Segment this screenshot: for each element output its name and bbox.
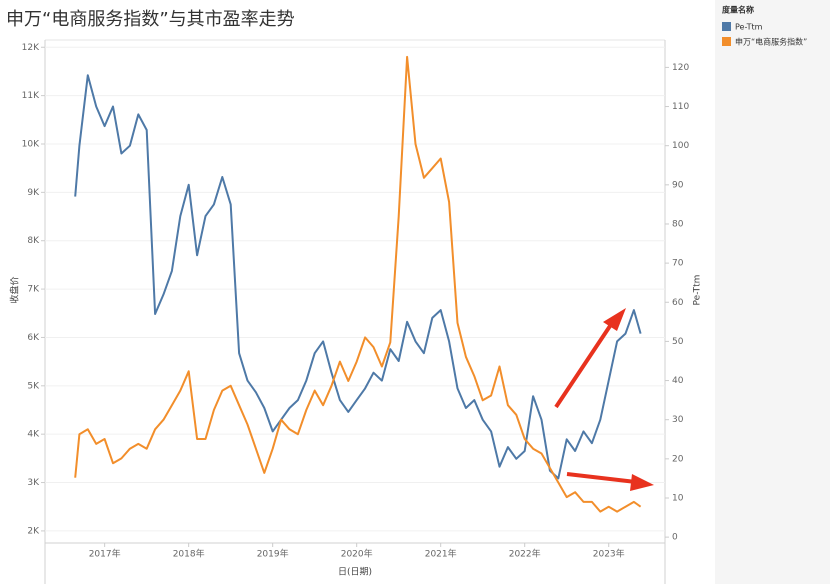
y-tick-label: 3K: [27, 478, 40, 488]
legend-swatch: [722, 37, 731, 46]
y-tick-label: 8K: [27, 236, 40, 246]
x-axis-title: 日(日期): [338, 567, 372, 578]
y2-tick-label: 100: [672, 141, 689, 151]
x-tick-label: 2021年: [425, 548, 457, 560]
annotation-arrow: [554, 308, 654, 491]
y-tick-label: 5K: [27, 381, 40, 391]
y-tick-label: 7K: [27, 285, 40, 295]
y2-tick-label: 80: [672, 219, 684, 229]
y2-tick-label: 120: [672, 63, 689, 73]
x-tick-label: 2022年: [509, 548, 541, 560]
y2-tick-label: 0: [672, 533, 678, 543]
y2-axis-title: Pe-Ttm: [693, 275, 703, 306]
y-axis-title: 收盘价: [9, 276, 21, 303]
x-tick-label: 2017年: [89, 548, 121, 560]
y2-tick-label: 50: [672, 337, 684, 347]
y2-tick-label: 20: [672, 454, 684, 464]
series-line: [74, 55, 642, 513]
y-tick-label: 9K: [27, 188, 40, 198]
plot: [45, 46, 665, 532]
y2-tick-label: 60: [672, 298, 684, 308]
x-tick-label: 2020年: [341, 548, 373, 560]
x-tick-label: 2019年: [257, 548, 289, 560]
y2-tick-label: 40: [672, 376, 684, 386]
x-tick-label: 2018年: [173, 548, 205, 560]
legend-panel: [715, 0, 830, 584]
y2-tick-label: 110: [672, 102, 689, 112]
y-tick-label: 12K: [22, 43, 40, 53]
y2-tick-label: 10: [672, 493, 684, 503]
legend-label: Pe-Ttm: [735, 23, 763, 32]
y2-tick-label: 90: [672, 180, 684, 190]
y2-tick-label: 30: [672, 415, 684, 425]
y-tick-label: 4K: [27, 430, 40, 440]
legend-swatch: [722, 22, 731, 31]
chart-title: 申万“电商服务指数”与其市盈率走势: [6, 9, 295, 30]
y2-tick-label: 70: [672, 259, 684, 269]
y-tick-label: 11K: [22, 91, 40, 101]
x-tick-label: 2023年: [593, 548, 625, 560]
legend-label: 申万“电商服务指数”: [735, 37, 807, 47]
y-tick-label: 10K: [22, 139, 40, 149]
legend-title: 度量名称: [722, 5, 754, 15]
y-tick-label: 2K: [27, 526, 40, 536]
y-tick-label: 6K: [27, 333, 40, 343]
series-line: [74, 74, 642, 480]
